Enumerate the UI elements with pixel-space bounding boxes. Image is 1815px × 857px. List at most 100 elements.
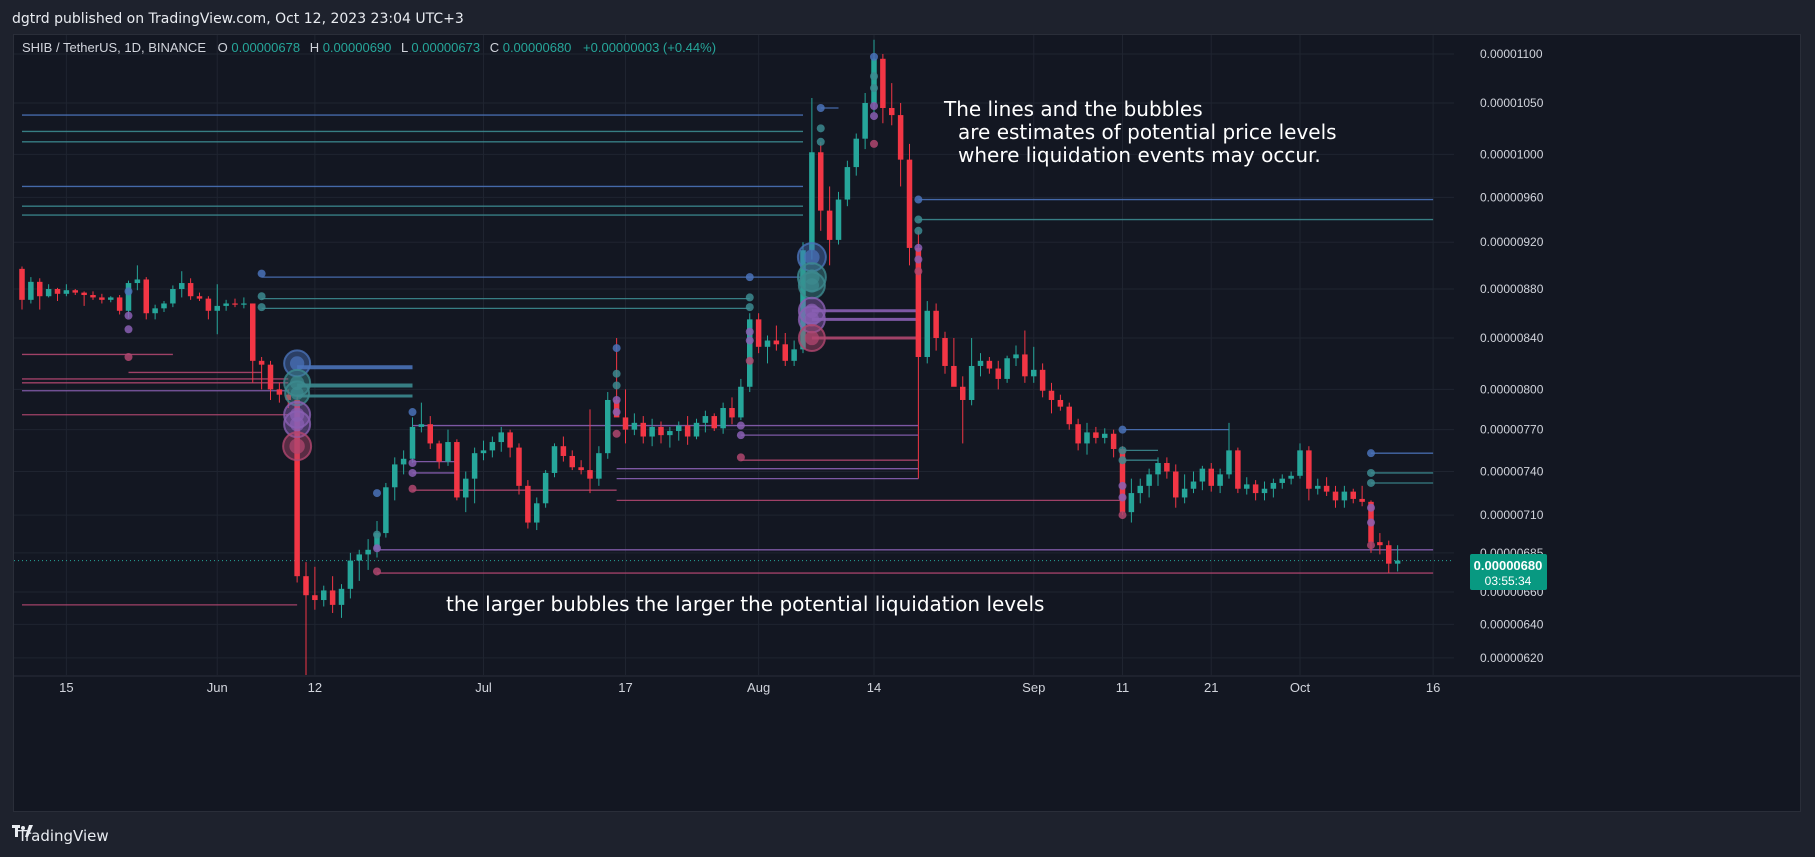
grid (14, 35, 1800, 677)
candle-body (525, 485, 531, 523)
liquidation-bubble-core (289, 356, 305, 371)
candle-body (409, 426, 416, 459)
candle-body (684, 425, 691, 437)
liquidation-bubble (745, 273, 754, 282)
liquidation-bubble (373, 567, 381, 576)
candle-body (675, 425, 682, 432)
candle-body (445, 442, 451, 462)
candle-body (427, 424, 434, 444)
liquidation-bubble (1367, 541, 1375, 550)
published-text: dgtrd published on TradingView.com, Oct … (12, 11, 464, 27)
liquidation-bubble (816, 137, 825, 146)
candle-body (880, 58, 886, 109)
liquidation-bubble (914, 267, 923, 276)
liquidation-bubble (408, 459, 417, 468)
liquidation-bubble (612, 381, 621, 390)
candle-body (249, 303, 256, 361)
candle-body (729, 407, 735, 418)
candle-body (72, 290, 79, 293)
x-tick-label: 16 (1426, 680, 1440, 695)
candle-body (365, 549, 371, 555)
liquidation-bubbles (124, 52, 1375, 576)
candle-body (267, 364, 274, 390)
candle-body (1048, 390, 1055, 400)
candle-body (1030, 369, 1037, 377)
candle-body (888, 108, 895, 116)
liquidation-bubble (257, 269, 266, 278)
liquidation-bubble (1118, 425, 1127, 434)
x-tick-label: 17 (618, 680, 632, 695)
candle-body (1066, 406, 1073, 425)
liquidation-bubble (914, 215, 923, 224)
legend-high: 0.00000690 (323, 40, 392, 55)
candle-body (1350, 491, 1357, 499)
candle-body (54, 289, 61, 294)
footer: TradingView (12, 824, 109, 848)
candle-body (391, 464, 398, 488)
candle-body (817, 152, 824, 211)
legend-open: 0.00000678 (231, 40, 300, 55)
candle-body (19, 268, 25, 300)
legend-c-label: C (490, 40, 499, 55)
annotation-bottom: the larger bubbles the larger the potent… (446, 592, 1044, 616)
legend-low: 0.00000673 (411, 40, 480, 55)
candle-body (152, 308, 158, 314)
candle-body (90, 295, 96, 298)
legend-h-label: H (310, 40, 319, 55)
liquidation-bubble (745, 356, 754, 365)
candle-body (214, 305, 221, 311)
y-tick-label: 0.00000920 (1480, 235, 1544, 249)
legend-change: +0.00000003 (+0.44%) (583, 40, 716, 55)
candle-body (1279, 478, 1286, 483)
candle-body (631, 422, 638, 430)
candle-body (986, 360, 993, 369)
footer-brand[interactable]: TradingView (18, 827, 109, 845)
liquidation-bubble (914, 195, 923, 204)
candle-body (622, 417, 629, 430)
liquidation-bubble (745, 336, 754, 345)
liquidation-bubble (373, 530, 381, 539)
candle-body (1243, 484, 1250, 489)
candle-body (320, 590, 327, 601)
chart-panel[interactable]: SHIB / TetherUS, 1D, BINANCE O 0.0000067… (13, 34, 1801, 812)
candle-body (1110, 433, 1117, 449)
candle-body (542, 472, 549, 504)
candle-body (1004, 358, 1010, 379)
x-tick-label: 14 (867, 680, 881, 695)
candle-body (809, 152, 815, 251)
price-axis[interactable]: 0.00001100 0.00001050 0.00001000 0.00000960… (1480, 47, 1544, 665)
candle-body (1261, 488, 1268, 494)
liquidation-bubble (124, 311, 133, 320)
candle-body (232, 303, 238, 305)
legend-l-label: L (401, 40, 408, 55)
time-axis[interactable]: 15 Jun 12 Jul 17 Aug 14 Sep 11 21 Oct 16 (59, 680, 1440, 695)
liquidation-bubble (745, 327, 754, 336)
candle-body (516, 447, 522, 486)
candle-body (1146, 474, 1152, 486)
candle-body (1137, 485, 1144, 494)
published-header: dgtrd published on TradingView.com, Oct … (0, 0, 1815, 34)
candle-body (871, 58, 877, 103)
liquidation-bubble (408, 408, 417, 417)
liquidation-bubble (736, 453, 745, 462)
candle-body (436, 443, 442, 462)
candle-body (1101, 433, 1108, 438)
liquidation-bubble-core (289, 375, 305, 390)
y-tick-label: 0.00000880 (1480, 282, 1544, 296)
liquidation-bubble (408, 468, 417, 477)
candle-body (285, 394, 292, 400)
price-tag-value: 0.00000680 (1474, 558, 1543, 573)
candle-body (1226, 450, 1232, 475)
candle-body (604, 399, 611, 454)
y-tick-label: 0.00000960 (1480, 190, 1544, 204)
liquidation-bubble (1367, 503, 1375, 512)
candle-body (134, 279, 141, 284)
candlestick-chart[interactable]: SHIB / TetherUS, 1D, BINANCE O 0.0000067… (14, 35, 1800, 811)
candle-body (924, 310, 931, 357)
candle-body (454, 442, 460, 498)
liquidation-bubble (124, 352, 133, 361)
candle-body (773, 340, 780, 345)
x-tick-label: Jun (207, 680, 228, 695)
candle-body (125, 283, 132, 311)
candle-body (383, 487, 389, 534)
